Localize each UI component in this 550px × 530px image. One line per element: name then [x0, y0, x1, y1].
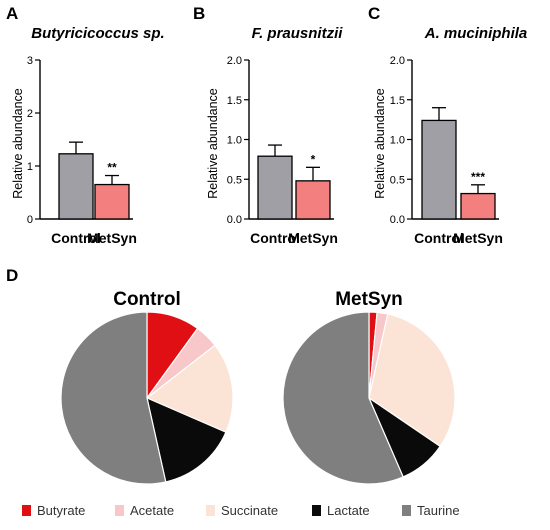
- y-tick-label: 1.0: [227, 135, 242, 147]
- legend-swatch: [402, 505, 411, 516]
- legend-swatch: [206, 505, 215, 516]
- y-tick-label: 0.0: [390, 214, 405, 226]
- y-tick-label: 2.0: [390, 55, 405, 67]
- pie-slice-lactate: [146, 396, 227, 483]
- legend-item-butyrate: Butyrate: [22, 503, 85, 518]
- pie-slice-succinate: [145, 344, 234, 433]
- legend-item-taurine: Taurine: [402, 503, 460, 518]
- bar-metsyn: [94, 183, 130, 220]
- bar-chart-panel-a: A Butyricicoccus sp. 0 1 2 3 Relative abundanc…: [6, 4, 165, 246]
- y-tick-label: 2: [27, 108, 33, 120]
- pie-chart-control: Control: [60, 289, 234, 485]
- chart-title: A. muciniphila: [424, 25, 528, 42]
- panel-letter: B: [193, 4, 205, 23]
- legend-label: Taurine: [417, 503, 460, 518]
- bar-metsyn: [295, 180, 331, 220]
- pie-slice-succinate: [368, 313, 456, 448]
- pie-title: Control: [113, 289, 181, 310]
- legend-label: Succinate: [221, 503, 278, 518]
- y-tick-label: 0.5: [227, 174, 242, 186]
- y-tick-label: 2.0: [227, 55, 242, 67]
- x-category-label: Control: [250, 230, 300, 246]
- bar-control: [421, 119, 457, 220]
- bar-control: [257, 155, 293, 220]
- bar-panels: A Butyricicoccus sp. 0 1 2 3 Relative abundanc…: [6, 4, 527, 246]
- legend: Butyrate Acetate Succinate Lactate Taurine: [22, 503, 460, 518]
- bar-chart-panel-b: B F. prausnitzii 0.0 0.5 1.0 1.5 2.0 Relative a…: [193, 4, 343, 246]
- bar-metsyn: [460, 192, 496, 220]
- y-tick-label: 0: [27, 214, 33, 226]
- x-category-label: Control: [51, 230, 101, 246]
- bar-control: [58, 153, 94, 220]
- chart-title: F. prausnitzii: [252, 25, 344, 42]
- y-tick-label: 1.5: [227, 95, 242, 107]
- y-tick-label: 0.0: [227, 214, 242, 226]
- x-category-label: Control: [414, 230, 464, 246]
- pie-slice-taurine: [282, 311, 404, 485]
- significance-marker: **: [107, 161, 117, 175]
- significance-marker: *: [311, 152, 316, 166]
- y-axis-label: Relative abundance: [11, 88, 25, 199]
- y-tick-label: 3: [27, 55, 33, 67]
- bar-chart-panel-c: C A. muciniphila 0.0 0.5 1.0 1.5 2.0 Relative a…: [368, 4, 527, 246]
- significance-marker: ***: [471, 170, 485, 184]
- y-tick-label: 0.5: [390, 174, 405, 186]
- y-axis-label: Relative abundance: [206, 88, 220, 199]
- pie-slice-taurine: [60, 311, 167, 485]
- legend-swatch: [115, 505, 124, 516]
- panel-letter: D: [6, 266, 18, 285]
- legend-item-lactate: Lactate: [312, 503, 370, 518]
- y-tick-label: 1.0: [390, 135, 405, 147]
- legend-swatch: [312, 505, 321, 516]
- y-tick-label: 1.5: [390, 95, 405, 107]
- legend-item-acetate: Acetate: [115, 503, 174, 518]
- x-category-label: MetSyn: [87, 230, 137, 246]
- x-category-label: MetSyn: [453, 230, 503, 246]
- legend-label: Butyrate: [37, 503, 85, 518]
- pie-chart-metsyn: MetSyn: [282, 289, 456, 485]
- legend-item-succinate: Succinate: [206, 503, 278, 518]
- chart-title: Butyricicoccus sp.: [31, 25, 164, 42]
- legend-label: Acetate: [130, 503, 174, 518]
- panel-letter: A: [6, 4, 18, 23]
- pie-panels: D Control MetSyn: [6, 266, 456, 485]
- panel-letter: C: [368, 4, 380, 23]
- legend-label: Lactate: [327, 503, 370, 518]
- legend-swatch: [22, 505, 31, 516]
- y-axis-label: Relative abundance: [373, 88, 387, 199]
- y-tick-label: 1: [27, 161, 33, 173]
- x-category-label: MetSyn: [288, 230, 338, 246]
- pie-title: MetSyn: [335, 289, 403, 310]
